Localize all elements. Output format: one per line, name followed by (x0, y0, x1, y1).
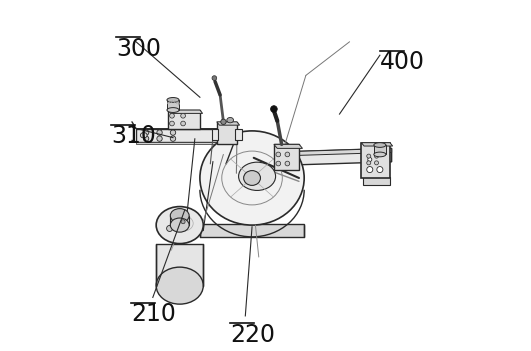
Polygon shape (274, 144, 303, 148)
Polygon shape (362, 143, 392, 146)
Circle shape (374, 161, 379, 165)
Bar (274, 144, 299, 170)
Circle shape (181, 113, 185, 118)
Circle shape (276, 152, 281, 157)
Circle shape (221, 119, 226, 125)
Polygon shape (170, 216, 189, 225)
Bar (212, 128, 218, 140)
Ellipse shape (140, 133, 147, 138)
Polygon shape (156, 244, 203, 286)
Ellipse shape (167, 108, 179, 112)
Circle shape (377, 167, 383, 173)
Polygon shape (168, 110, 203, 113)
Polygon shape (167, 100, 179, 110)
Circle shape (170, 136, 176, 141)
Circle shape (367, 161, 371, 165)
Ellipse shape (238, 162, 276, 191)
Bar (235, 128, 242, 140)
Text: 400: 400 (380, 50, 425, 74)
Circle shape (181, 220, 185, 224)
Polygon shape (200, 224, 304, 237)
Polygon shape (217, 122, 239, 125)
Polygon shape (136, 142, 237, 144)
Ellipse shape (374, 152, 386, 157)
Ellipse shape (374, 143, 386, 147)
Circle shape (367, 154, 371, 158)
Circle shape (212, 76, 217, 80)
Ellipse shape (244, 171, 260, 185)
Polygon shape (136, 128, 240, 133)
Circle shape (167, 225, 173, 231)
Circle shape (276, 161, 281, 166)
Ellipse shape (156, 207, 203, 244)
Bar (217, 122, 237, 144)
Text: 300: 300 (116, 37, 161, 61)
Text: 210: 210 (131, 303, 176, 326)
Circle shape (157, 136, 162, 141)
Ellipse shape (156, 267, 203, 304)
Circle shape (367, 167, 373, 173)
Circle shape (368, 158, 372, 161)
Polygon shape (254, 148, 392, 166)
Text: 310: 310 (111, 124, 156, 148)
Ellipse shape (167, 98, 179, 102)
Ellipse shape (227, 118, 234, 123)
Ellipse shape (200, 131, 304, 225)
Circle shape (374, 154, 379, 158)
Circle shape (169, 121, 174, 126)
Bar (136, 128, 237, 142)
Circle shape (143, 130, 149, 135)
Bar (168, 110, 200, 128)
Circle shape (271, 106, 277, 112)
Circle shape (285, 161, 290, 166)
Bar (363, 177, 390, 185)
Circle shape (170, 130, 176, 135)
Polygon shape (374, 145, 386, 154)
Circle shape (285, 152, 290, 157)
Polygon shape (254, 148, 392, 157)
Bar (362, 143, 390, 178)
Ellipse shape (170, 218, 189, 232)
Text: 220: 220 (230, 323, 275, 347)
Circle shape (143, 136, 149, 141)
Circle shape (157, 130, 162, 135)
Ellipse shape (170, 208, 189, 223)
Circle shape (181, 121, 185, 126)
Circle shape (169, 113, 174, 118)
